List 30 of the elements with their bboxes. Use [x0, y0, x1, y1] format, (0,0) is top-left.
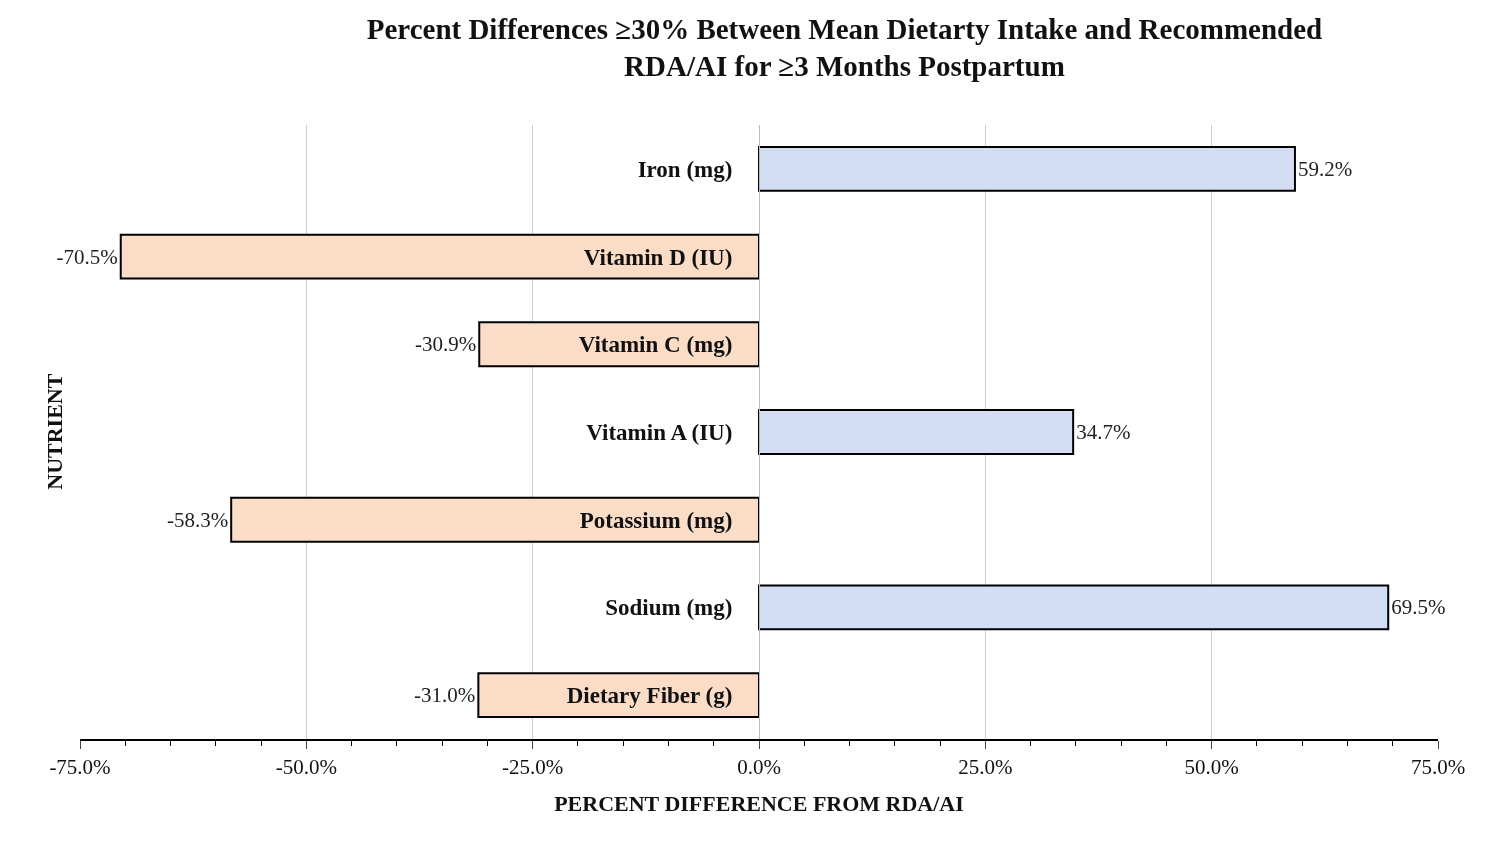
y-tick-label: Vitamin D (IU) — [583, 244, 733, 270]
x-tick-label: -50.0% — [275, 754, 337, 779]
x-tick-label: 75.0% — [1410, 754, 1466, 779]
bar — [758, 145, 1296, 192]
y-axis-title: NUTRIENT — [41, 373, 67, 490]
y-tick-label: Vitamin C (mg) — [578, 332, 733, 358]
data-label: 59.2% — [1297, 156, 1353, 181]
x-tick-label: 25.0% — [958, 754, 1013, 779]
y-tick-label: Vitamin A (IU) — [586, 420, 733, 446]
bar — [758, 409, 1075, 455]
data-label: -31.0% — [414, 683, 476, 708]
y-tick-label: Sodium (mg) — [605, 595, 733, 621]
data-label: 34.7% — [1076, 420, 1131, 444]
y-tick-label: Iron (mg) — [637, 156, 733, 182]
x-tick-label: 50.0% — [1184, 754, 1239, 779]
x-tick-label: 0.0% — [737, 754, 781, 779]
bar — [230, 496, 760, 543]
y-tick-label: Dietary Fiber (g) — [566, 683, 733, 709]
data-label: -58.3% — [166, 507, 229, 532]
data-label: 69.5% — [1391, 595, 1446, 620]
data-label: -30.9% — [415, 332, 477, 357]
x-axis-title: PERCENT DIFFERENCE FROM RDA/AI — [554, 791, 964, 817]
x-tick-label: -25.0% — [502, 754, 564, 779]
bar — [119, 233, 760, 280]
data-label: -70.5% — [56, 244, 118, 269]
bar — [478, 321, 760, 368]
y-tick-label: Potassium (mg) — [579, 507, 733, 533]
bar — [758, 584, 1390, 631]
x-tick-label: -75.0% — [49, 754, 111, 779]
chart-title: Percent Differences ≥30% Between Mean Dietarty Intake and Recommended RDA/AI for ≥3 Months Postpartum — [366, 12, 1323, 83]
